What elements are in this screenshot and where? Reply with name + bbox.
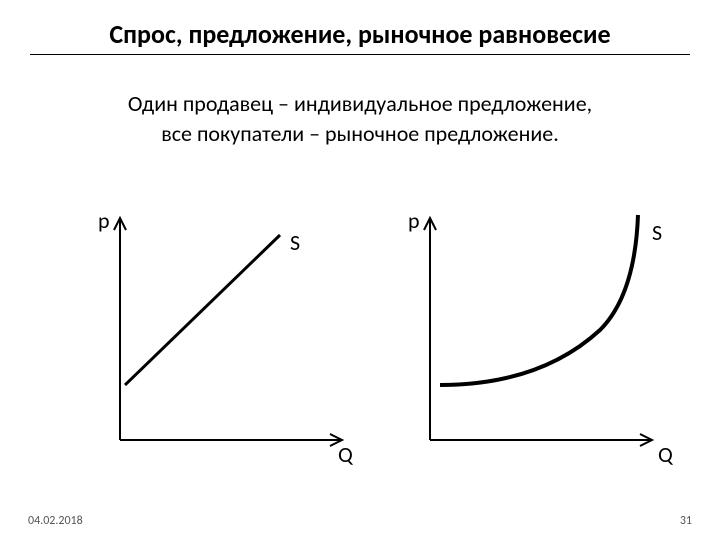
supply-chart-individual: p S Q — [90, 210, 370, 470]
subtitle-line-1: Один продавец – индивидуальное предложен… — [0, 90, 720, 117]
supply-line — [125, 235, 280, 385]
chart-svg-right: p S Q — [400, 210, 690, 470]
y-axis-label: p — [408, 210, 420, 234]
chart-svg-left: p S Q — [90, 210, 370, 470]
title-underline — [30, 54, 690, 55]
page-title: Спрос, предложение, рыночное равновесие — [0, 18, 720, 50]
supply-chart-market: p S Q — [400, 210, 680, 470]
supply-curve — [440, 215, 638, 385]
y-axis-label: p — [98, 210, 110, 234]
footer-date: 04.02.2018 — [28, 514, 83, 528]
footer-page-number: 31 — [680, 514, 692, 528]
series-label: S — [652, 219, 662, 246]
x-axis-label: Q — [658, 441, 674, 468]
x-axis-label: Q — [338, 441, 354, 468]
subtitle-line-2: все покупатели – рыночное предложение. — [0, 120, 720, 147]
series-label: S — [290, 229, 300, 256]
